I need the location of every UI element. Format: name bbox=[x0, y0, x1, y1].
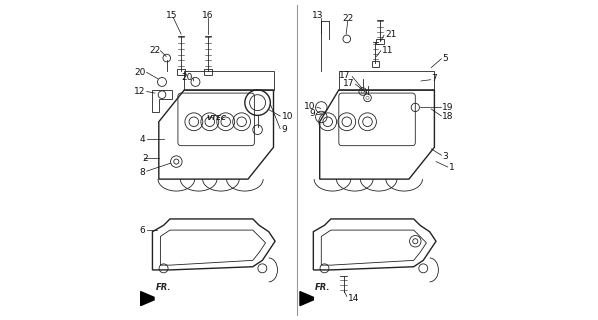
Text: 10: 10 bbox=[282, 113, 293, 122]
Text: 8: 8 bbox=[140, 168, 145, 177]
Text: 2: 2 bbox=[142, 154, 148, 163]
Text: FR.: FR. bbox=[315, 283, 331, 292]
Polygon shape bbox=[141, 292, 154, 306]
Text: 18: 18 bbox=[443, 113, 454, 122]
Text: 16: 16 bbox=[203, 11, 214, 20]
Text: 17: 17 bbox=[340, 71, 351, 80]
Text: 19: 19 bbox=[443, 103, 454, 112]
Text: FR.: FR. bbox=[155, 283, 171, 292]
Text: 20: 20 bbox=[181, 73, 193, 82]
Text: 15: 15 bbox=[166, 11, 177, 20]
Text: 22: 22 bbox=[343, 14, 354, 23]
Text: 10: 10 bbox=[304, 102, 316, 111]
Text: 22: 22 bbox=[150, 45, 161, 55]
Text: 3: 3 bbox=[443, 152, 448, 161]
Text: 1: 1 bbox=[448, 164, 454, 172]
Text: 17: 17 bbox=[343, 79, 354, 88]
Text: 13: 13 bbox=[312, 11, 324, 20]
Text: 20: 20 bbox=[134, 68, 145, 77]
Text: 9: 9 bbox=[282, 125, 287, 134]
Text: 11: 11 bbox=[382, 45, 393, 55]
Text: 12: 12 bbox=[134, 87, 145, 96]
Text: 14: 14 bbox=[348, 294, 359, 303]
Text: 9: 9 bbox=[309, 109, 315, 118]
Polygon shape bbox=[300, 292, 313, 306]
Text: 6: 6 bbox=[140, 226, 145, 235]
Text: 5: 5 bbox=[443, 53, 448, 62]
Text: 21: 21 bbox=[385, 30, 396, 39]
Text: 4: 4 bbox=[140, 135, 145, 144]
Text: 7: 7 bbox=[431, 74, 437, 83]
Text: VTEC: VTEC bbox=[206, 115, 226, 121]
